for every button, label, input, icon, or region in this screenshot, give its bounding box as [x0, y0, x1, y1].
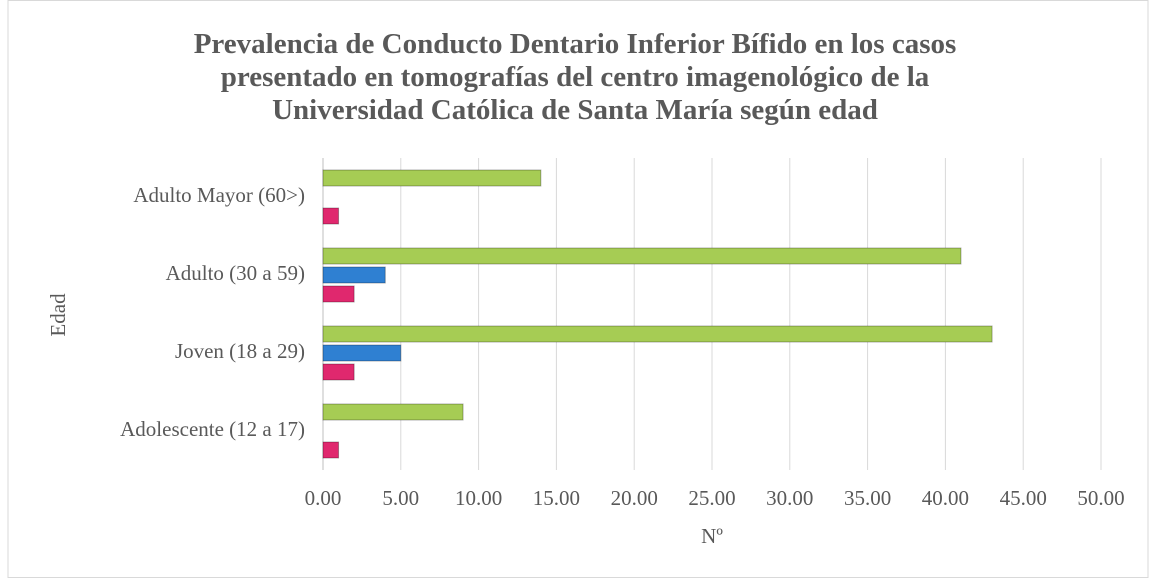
- y-tick-label: Joven (18 a 29): [175, 339, 305, 363]
- y-tick-label: Adulto (30 a 59): [166, 261, 305, 285]
- x-tick-label: 35.00: [844, 486, 891, 510]
- x-tick-label: 30.00: [766, 486, 813, 510]
- x-tick-label: 40.00: [922, 486, 969, 510]
- x-tick-label: 10.00: [455, 486, 502, 510]
- bar: [322, 207, 340, 225]
- bar: [322, 363, 355, 381]
- x-axis-label: Nº: [701, 524, 723, 548]
- x-tick-label: 0.00: [305, 486, 342, 510]
- bar: [322, 169, 542, 187]
- x-tick-label: 20.00: [611, 486, 658, 510]
- y-tick-label: Adolescente (12 a 17): [120, 417, 305, 441]
- bar: [322, 266, 386, 284]
- y-tick-label: Adulto Mayor (60>): [133, 183, 305, 207]
- x-tick-label: 15.00: [533, 486, 580, 510]
- bar: [322, 403, 464, 421]
- bar: [322, 441, 340, 459]
- bar: [322, 247, 962, 265]
- bar: [322, 325, 993, 343]
- bar: [322, 285, 355, 303]
- chart-frame: [7, 0, 1149, 578]
- y-axis-label: Edad: [46, 293, 70, 337]
- x-tick-label: 5.00: [382, 486, 419, 510]
- x-tick-label: 45.00: [1000, 486, 1047, 510]
- x-tick-label: 50.00: [1077, 486, 1124, 510]
- x-tick-label: 25.00: [688, 486, 735, 510]
- bar: [322, 344, 402, 362]
- chart-title: Prevalencia de Conducto Dentario Inferio…: [193, 28, 957, 126]
